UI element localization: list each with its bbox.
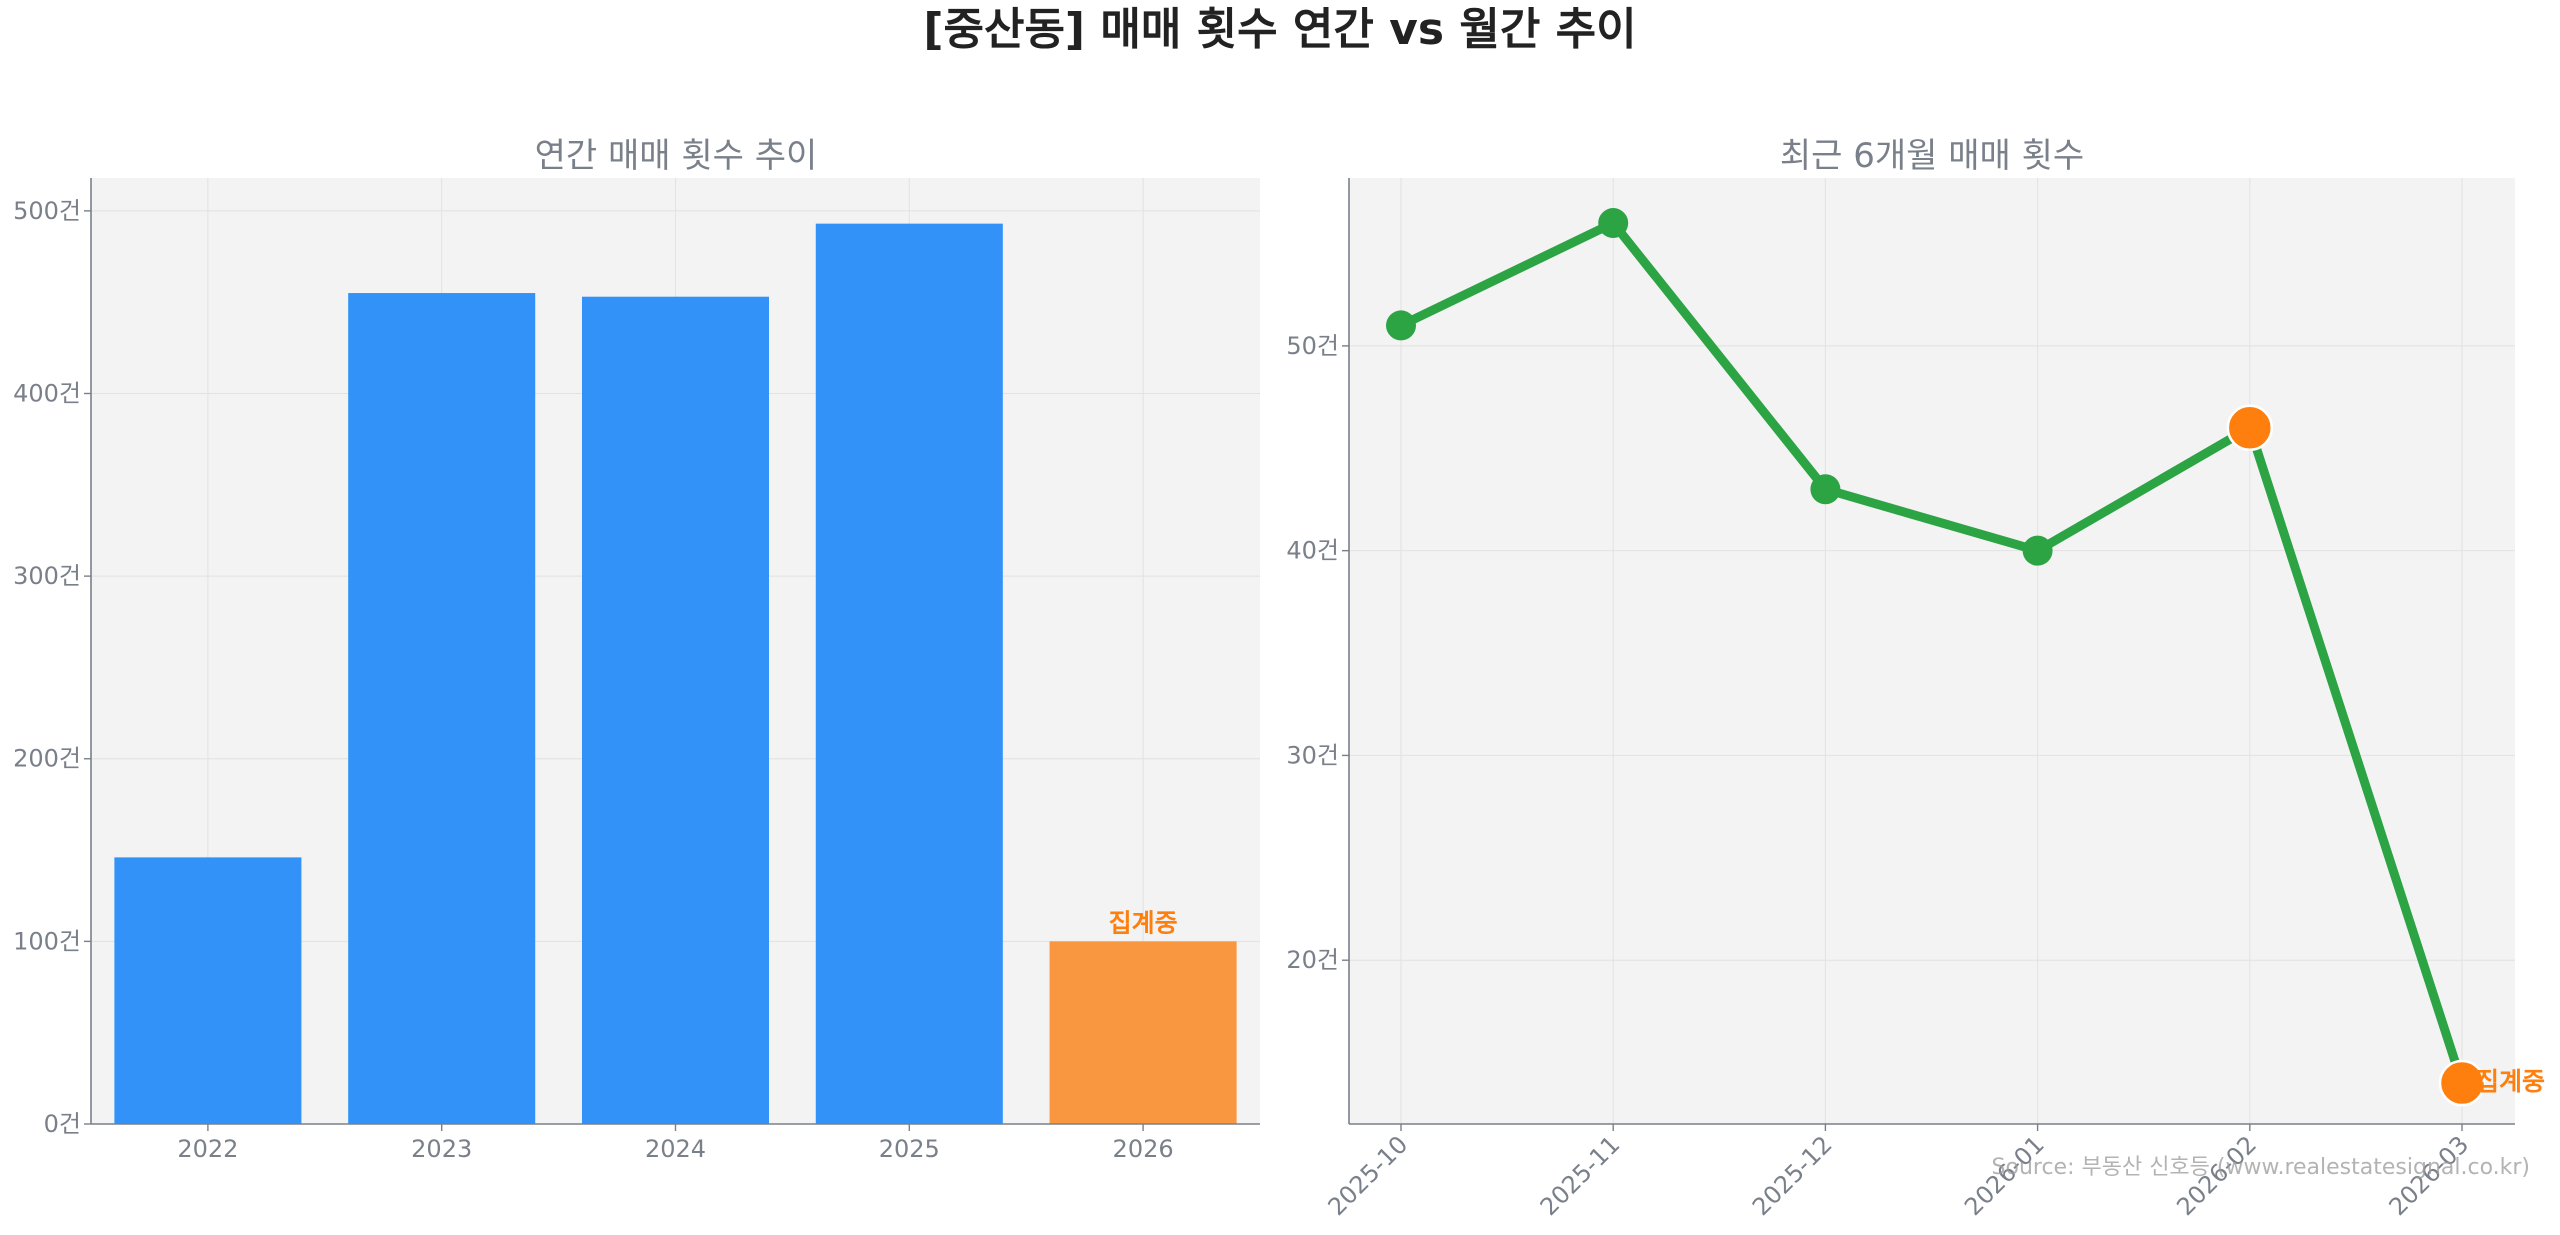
y-tick-label: 20건 [1286, 946, 1339, 974]
data-point-highlight [2438, 1059, 2486, 1107]
figure-title: [중산동] 매매 횟수 연간 vs 월간 추이 [923, 4, 1636, 55]
bar [114, 857, 302, 1124]
source-credit: Source: 부동산 신호등 (www.realestatesignal.co… [1992, 1155, 2530, 1180]
annual-chart-title: 연간 매매 횟수 추이 [535, 136, 818, 176]
bar [581, 296, 770, 1125]
bar [348, 293, 536, 1124]
in-progress-label: 집계중 [2476, 1067, 2545, 1096]
y-tick-label: 500건 [13, 197, 81, 225]
monthly-chart-title: 최근 6개월 매매 횟수 [1780, 136, 2084, 176]
y-tick-label: 50건 [1286, 332, 1339, 360]
x-tick-label: 2025-11 [1535, 1130, 1626, 1221]
data-point [2022, 535, 2053, 566]
x-tick-label: 2022 [177, 1135, 238, 1163]
data-point [1386, 310, 1416, 341]
x-tick-label: 2026 [1113, 1135, 1174, 1163]
data-point [1810, 474, 1841, 505]
y-tick-label: 300건 [13, 562, 81, 590]
x-tick-label: 2023 [411, 1135, 472, 1163]
y-tick-label: 200건 [13, 745, 81, 773]
x-tick-label: 2025-12 [1747, 1130, 1838, 1221]
y-tick-label: 0건 [44, 1110, 81, 1138]
bar-in-progress [1049, 941, 1237, 1124]
annual-bar-chart: 연간 매매 횟수 추이 집계중 0건 100건 200건 300건 400건 500건 202… [13, 136, 1260, 1163]
data-point-highlight [2226, 404, 2274, 452]
plot-area [1349, 178, 2515, 1124]
y-tick-label: 30건 [1286, 741, 1339, 769]
y-tick-label: 40건 [1286, 537, 1339, 565]
x-tick-label: 2025 [879, 1135, 940, 1163]
x-tick-label: 2024 [645, 1135, 706, 1163]
bar [815, 223, 1003, 1124]
x-tick-label: 2025-10 [1323, 1130, 1414, 1221]
series-line [1396, 218, 2467, 1088]
y-tick-label: 100건 [13, 927, 81, 955]
data-point [1598, 208, 1629, 239]
y-tick-label: 400건 [13, 379, 81, 407]
in-progress-label: 집계중 [1109, 908, 1178, 937]
monthly-line-chart: 최근 6개월 매매 횟수 집계중 20건 30건 40건 50건 2025-10 2025-… [1286, 136, 2545, 1221]
